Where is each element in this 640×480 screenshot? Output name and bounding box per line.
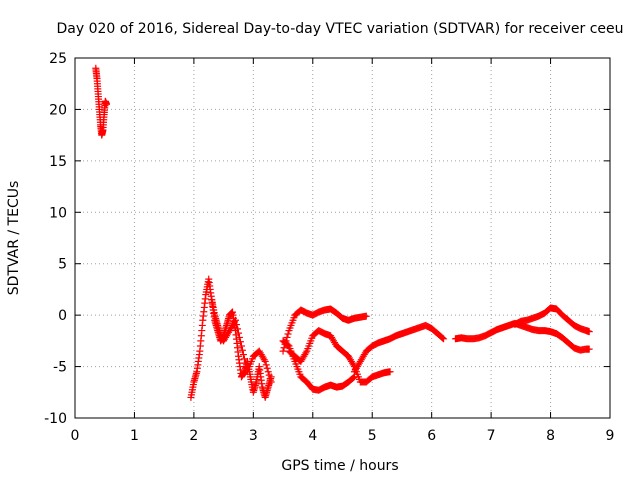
x-tick-label: 5 (368, 428, 377, 444)
y-tick-label: -5 (53, 360, 67, 376)
x-axis-label: GPS time / hours (281, 458, 398, 474)
x-tick-label: 4 (308, 428, 317, 444)
x-tick-label: 7 (487, 428, 496, 444)
x-tick-label: 1 (130, 428, 139, 444)
y-tick-label: 25 (49, 51, 67, 67)
y-tick-label: 5 (58, 257, 67, 273)
y-tick-label: 0 (58, 308, 67, 324)
x-tick-label: 3 (249, 428, 258, 444)
y-tick-label: 20 (49, 102, 67, 118)
x-tick-label: 2 (189, 428, 198, 444)
x-tick-label: 8 (546, 428, 555, 444)
chart-title: Day 020 of 2016, Sidereal Day-to-day VTE… (56, 21, 623, 37)
y-tick-label: -10 (44, 411, 67, 427)
y-tick-label: 15 (49, 154, 67, 170)
x-tick-label: 6 (427, 428, 436, 444)
x-tick-label: 9 (606, 428, 615, 444)
y-tick-label: 10 (49, 205, 67, 221)
x-tick-label: 0 (71, 428, 80, 444)
sdtvar-chart: Day 020 of 2016, Sidereal Day-to-day VTE… (0, 0, 640, 480)
y-axis-label: SDTVAR / TECUs (6, 181, 22, 296)
